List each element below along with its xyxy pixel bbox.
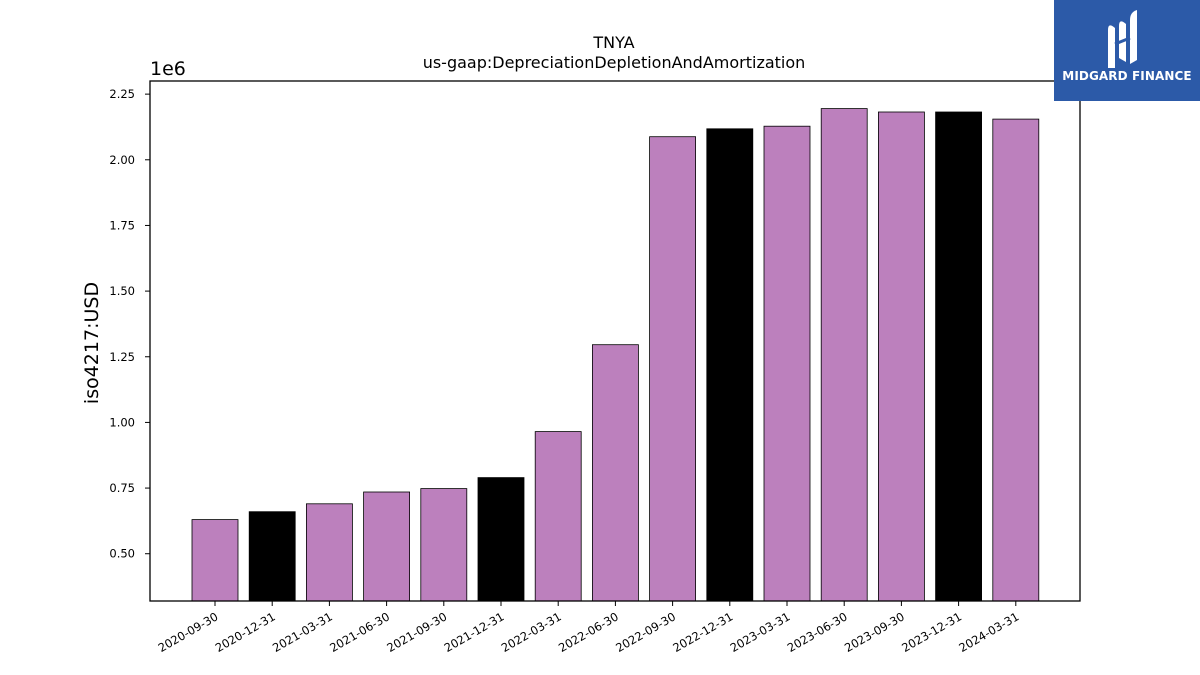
x-tick-label: 2021-03-31	[270, 609, 335, 655]
x-tick-label: 2021-09-30	[384, 609, 449, 655]
bar-2023-12-31	[935, 111, 982, 602]
bar-2021-06-30	[363, 491, 411, 602]
plot-frame	[149, 80, 1081, 602]
x-tick-label: 2021-12-31	[442, 609, 507, 655]
bar-2020-12-31	[248, 511, 296, 602]
x-tick-label: 2021-06-30	[327, 609, 392, 655]
y-tick-label: 1.75	[109, 218, 135, 232]
x-tick-label: 2023-03-31	[728, 609, 793, 655]
y-multiplier-label: 1e6	[150, 58, 186, 80]
y-tick-label: 1.50	[109, 284, 135, 298]
x-tick-label: 2022-09-30	[613, 609, 678, 655]
x-tick-label: 2022-03-31	[499, 609, 564, 655]
bar-2023-03-31	[763, 125, 811, 602]
y-tick-label: 2.00	[109, 153, 135, 167]
midgard-logo-icon	[1108, 10, 1137, 68]
bar-2024-03-31	[992, 118, 1040, 602]
x-tick-label: 2022-12-31	[670, 609, 735, 655]
y-tick-label: 0.75	[109, 481, 135, 495]
logo-text: MIDGARD FINANCE	[1062, 69, 1192, 83]
x-tick-label: 2023-09-30	[842, 609, 907, 655]
chart-subtitle: us-gaap:DepreciationDepletionAndAmortiza…	[423, 53, 806, 72]
bars-layer	[191, 108, 1040, 602]
bar-2022-09-30	[649, 136, 696, 602]
bar-2021-09-30	[420, 488, 468, 602]
y-axis-ticks: 0.50 0.75 1.00 1.25 1.50 1.75 2.00 2.25	[109, 87, 150, 561]
bar-2022-12-31	[706, 128, 754, 602]
x-tick-label: 2023-12-31	[899, 609, 964, 655]
bar-2022-03-31	[534, 431, 582, 602]
y-tick-label: 0.50	[109, 547, 135, 561]
y-tick-label: 1.00	[109, 415, 135, 429]
x-tick-label: 2020-09-30	[156, 609, 221, 655]
bar-2021-03-31	[305, 503, 353, 602]
midgard-finance-logo: MIDGARD FINANCE	[1054, 0, 1200, 101]
x-tick-label: 2024-03-31	[956, 609, 1021, 655]
chart-title: TNYA	[592, 33, 634, 52]
y-tick-label: 1.25	[109, 350, 135, 364]
bar-2021-12-31	[477, 477, 525, 602]
bar-2023-06-30	[820, 108, 868, 602]
x-tick-label: 2020-12-31	[213, 609, 278, 655]
y-tick-label: 2.25	[109, 87, 135, 101]
x-tick-label: 2023-06-30	[785, 609, 850, 655]
bar-2023-09-30	[878, 111, 925, 602]
bar-2020-09-30	[191, 519, 239, 602]
bar-2022-06-30	[592, 344, 639, 602]
x-axis-ticks: 2020-09-302020-12-312021-03-312021-06-30…	[156, 601, 1021, 655]
y-axis-label: iso4217:USD	[81, 282, 103, 404]
x-tick-label: 2022-06-30	[556, 609, 621, 655]
